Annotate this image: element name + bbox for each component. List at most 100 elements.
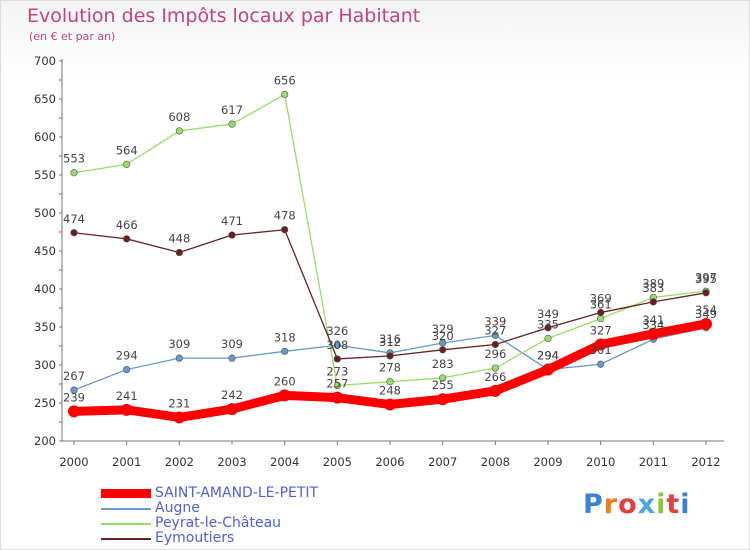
logo-letter: i: [656, 489, 667, 520]
data-label: 312: [379, 335, 401, 349]
data-label: 339: [484, 314, 506, 328]
data-label: 656: [274, 73, 296, 87]
data-label: 553: [63, 152, 85, 166]
data-point: [278, 389, 291, 402]
y-tick-label: 350: [34, 320, 56, 334]
data-point: [175, 248, 183, 257]
legend-item: SAINT-AMAND-LE-PETIT: [101, 486, 318, 501]
logo-letter: t: [666, 489, 681, 520]
data-label: 255: [432, 378, 454, 392]
data-point: [123, 235, 131, 243]
data-label: 266: [484, 370, 506, 384]
data-labels-layer: 239 241 231 242 260 257 248 255 266 294 327 341 354 2…: [63, 73, 717, 410]
data-point: [647, 327, 660, 340]
legend-label: Augne: [155, 500, 200, 516]
data-point: [281, 347, 289, 355]
legend-swatch: [101, 537, 151, 540]
x-tick-label: 2008: [481, 455, 510, 469]
x-tick-label: 2007: [428, 455, 457, 469]
x-tick-label: 2005: [323, 455, 352, 469]
data-label: 260: [274, 374, 296, 388]
data-label: 389: [642, 276, 664, 290]
data-point: [331, 391, 344, 404]
data-label: 231: [168, 396, 190, 410]
data-point: [70, 169, 78, 177]
data-label: 617: [221, 103, 243, 117]
legend-item: Augne: [101, 501, 318, 516]
data-point: [175, 127, 183, 135]
data-point: [491, 340, 499, 349]
data-label: 294: [537, 349, 559, 363]
data-point: [228, 354, 236, 362]
data-label: 242: [221, 388, 243, 402]
data-point: [594, 338, 607, 351]
y-tick-label: 200: [34, 434, 56, 448]
x-tick-label: 2003: [217, 455, 246, 469]
data-label: 309: [168, 337, 190, 351]
data-label: 608: [168, 110, 190, 124]
y-tick-label: 450: [34, 244, 56, 258]
data-point: [386, 352, 394, 360]
data-label: 361: [590, 298, 612, 312]
data-label: 354: [695, 303, 717, 317]
data-label: 326: [326, 324, 348, 338]
data-point: [544, 334, 552, 343]
x-tick-label: 2009: [533, 455, 562, 469]
x-tick-label: 2006: [375, 455, 404, 469]
y-tick-label: 700: [34, 54, 56, 68]
data-point: [333, 341, 341, 349]
data-label: 309: [221, 337, 243, 351]
data-point: [702, 289, 710, 297]
data-label: 327: [484, 323, 506, 337]
legend-label: Peyrat-le-Château: [155, 515, 282, 531]
data-point: [173, 411, 186, 424]
logo-letter: P: [583, 489, 604, 520]
legend-label: Eymoutiers: [155, 530, 235, 546]
data-label: 318: [274, 330, 296, 344]
data-point: [491, 364, 499, 372]
data-label: 466: [116, 218, 138, 232]
logo-letter: x: [637, 489, 657, 520]
data-label: 327: [590, 323, 612, 337]
data-label: 383: [642, 281, 664, 295]
data-point: [542, 363, 554, 376]
y-tick-label: 600: [34, 130, 56, 144]
logo-letter: r: [603, 489, 619, 520]
y-tick-label: 400: [34, 282, 56, 296]
x-tick-label: 2012: [691, 455, 720, 469]
data-point: [228, 231, 236, 239]
data-label: 273: [326, 365, 348, 379]
data-label: 294: [537, 349, 559, 363]
data-label: 241: [116, 389, 138, 403]
y-tick-label: 300: [34, 358, 56, 372]
x-tick-label: 2004: [270, 455, 299, 469]
x-tick-label: 2011: [639, 455, 668, 469]
y-tick-label: 250: [34, 396, 56, 410]
y-tick-label: 650: [34, 92, 56, 106]
data-label: 278: [379, 361, 401, 375]
y-tick-label: 500: [34, 206, 56, 220]
data-point: [226, 403, 238, 416]
data-label: 283: [432, 357, 454, 371]
data-label: 349: [537, 307, 559, 321]
x-tick-label: 2002: [165, 455, 194, 469]
data-label: 349: [695, 307, 717, 321]
data-label: 316: [379, 332, 401, 346]
data-label: 320: [432, 329, 454, 343]
data-point: [436, 393, 449, 406]
legend-swatch: [101, 489, 151, 498]
data-label: 329: [432, 322, 454, 336]
data-label: 471: [221, 214, 243, 228]
data-point: [175, 354, 183, 362]
data-point: [597, 308, 605, 317]
data-point: [597, 315, 605, 323]
data-point: [281, 90, 289, 99]
y-tick-label: 550: [34, 168, 56, 182]
data-point: [700, 317, 712, 330]
data-label: 335: [537, 317, 559, 331]
axes: 200 250 300 350 400 450 500 550 600 650 700 2000 200…: [34, 54, 724, 469]
data-label: 395: [695, 272, 717, 286]
data-label: 294: [116, 349, 138, 363]
data-point: [70, 229, 78, 237]
